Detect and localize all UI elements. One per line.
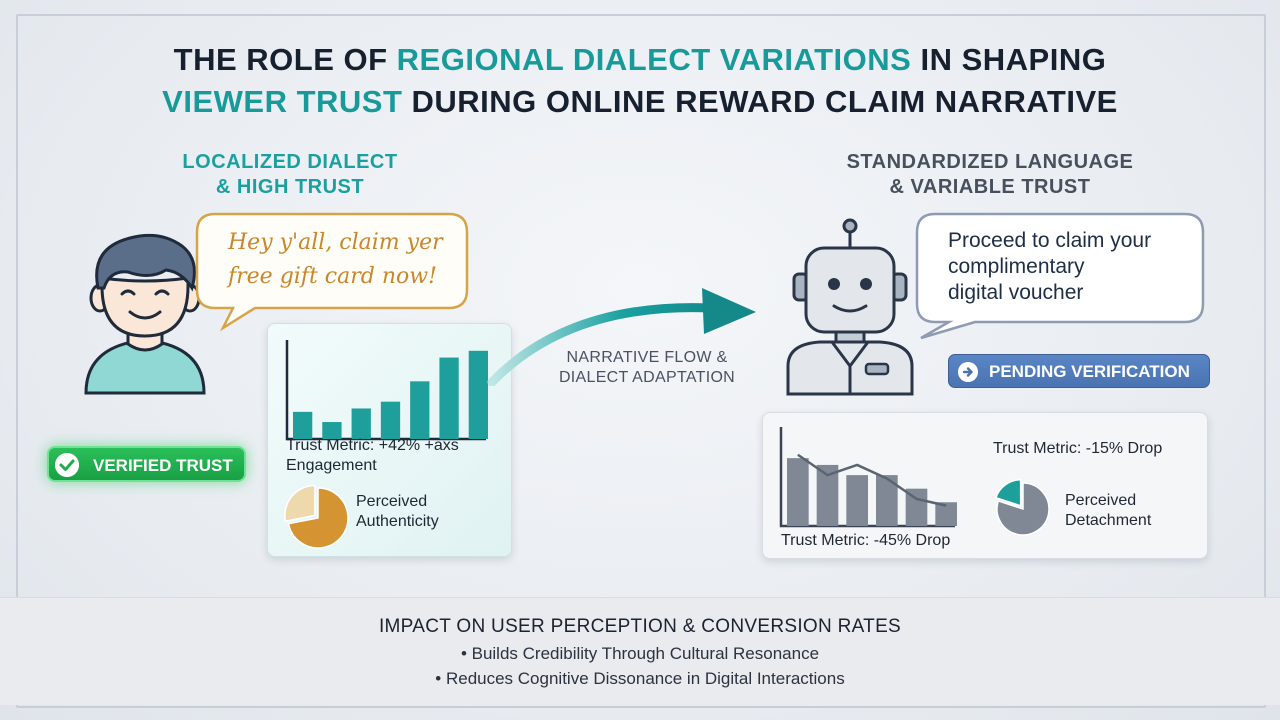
- verified-trust-label: Verified Trust: [93, 456, 233, 475]
- bar: [351, 408, 371, 439]
- right-pie-chart: [994, 479, 1050, 536]
- pie-slice: [994, 479, 1022, 507]
- right-metric-card: Trust Metric: -45% Drop Trust Metric: -1…: [762, 412, 1208, 559]
- pie-slice: [287, 487, 349, 549]
- footer-panel: Impact on User Perception & Conversion R…: [0, 597, 1280, 705]
- bar: [905, 488, 928, 526]
- flow-arrow-icon: [487, 288, 756, 386]
- title-highlight-2: Viewer Trust: [162, 84, 403, 119]
- right-heading: Standardized Language & Variable Trust: [846, 151, 1134, 198]
- pending-verification-label: Pending Verification: [989, 362, 1190, 381]
- bar: [322, 422, 342, 439]
- robot-avatar-icon: [786, 218, 914, 396]
- left-heading: Localized Dialect & High Trust: [182, 151, 398, 198]
- pie-slice: [284, 484, 316, 522]
- person-avatar-icon: [84, 233, 206, 395]
- right-metric-top: Trust Metric: -15% Drop: [993, 440, 1163, 457]
- trend-line: [797, 453, 947, 507]
- pending-icon: [958, 362, 978, 382]
- left-speech-bubble: [195, 212, 469, 332]
- left-bar-chart: [285, 340, 488, 441]
- bar: [380, 401, 401, 439]
- right-bar-chart: [779, 427, 957, 528]
- bar: [876, 475, 898, 526]
- bar: [468, 350, 488, 439]
- pending-verification-badge: Pending Verification: [948, 354, 1210, 388]
- right-pie-label: Perceived Detachment: [1065, 492, 1152, 529]
- bar: [293, 411, 313, 439]
- title-line-1: The Role of Regional Dialect Variations …: [173, 42, 1107, 77]
- bar: [816, 464, 839, 526]
- right-metric-bottom: Trust Metric: -45% Drop: [781, 532, 951, 549]
- title-line-2: Viewer Trust During Online Reward Claim …: [162, 84, 1118, 119]
- title-highlight-1: Regional Dialect Variations: [396, 42, 912, 77]
- left-pie-label: Perceived Authenticity: [356, 493, 439, 530]
- bar: [935, 502, 957, 526]
- bar: [846, 475, 868, 526]
- narrative-flow-label: Narrative Flow & Dialect Adaptation: [558, 349, 736, 386]
- left-metric-text: Trust Metric: +42% +axs Engagement: [286, 437, 459, 474]
- pie-slice: [996, 482, 1050, 536]
- footer-bullet-1: • Builds Credibility Through Cultural Re…: [460, 644, 820, 663]
- right-speech-text: Proceed to claim your complimentary digi…: [948, 229, 1152, 304]
- bar: [787, 458, 809, 526]
- bar: [410, 381, 430, 439]
- left-speech-text: Hey y'all, claim yer free gift card now!: [228, 230, 443, 289]
- left-metric-card: Trust Metric: +42% +axs Engagement Perce…: [267, 323, 512, 557]
- footer-heading: Impact on User Perception & Conversion R…: [378, 616, 902, 637]
- right-speech-bubble: [915, 212, 1205, 340]
- left-pie-chart: [284, 484, 349, 549]
- check-icon: [55, 453, 79, 477]
- bar: [439, 357, 459, 439]
- footer-bullet-2: • Reduces Cognitive Dissonance in Digita…: [435, 669, 845, 688]
- verified-trust-badge: Verified Trust: [47, 446, 246, 482]
